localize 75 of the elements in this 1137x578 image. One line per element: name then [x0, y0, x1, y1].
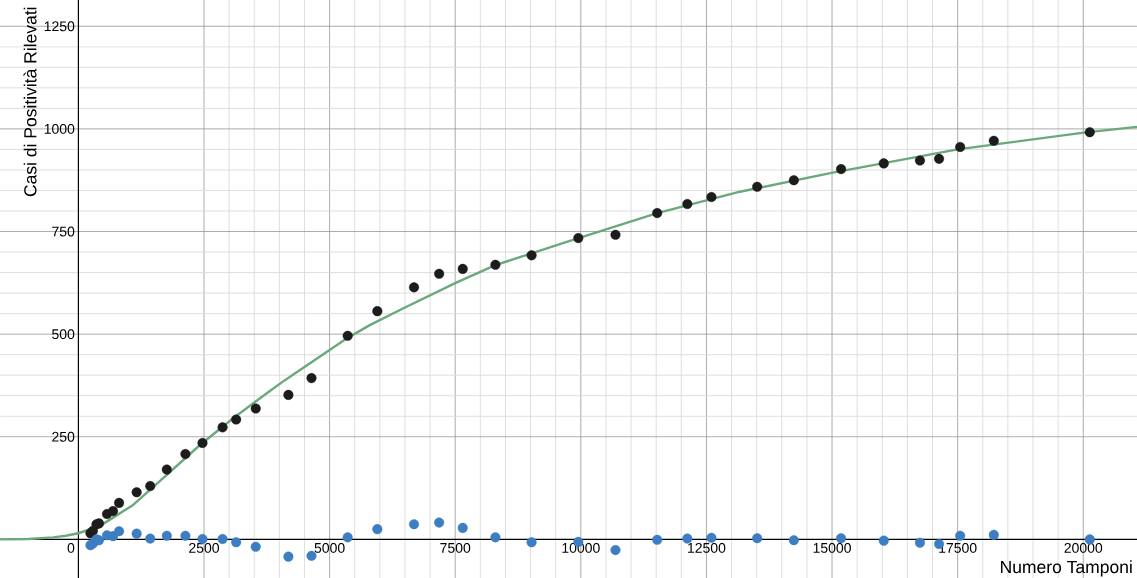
point: [231, 537, 242, 548]
point: [457, 263, 468, 274]
point: [988, 529, 999, 540]
point: [788, 175, 799, 186]
point: [306, 373, 317, 384]
point: [652, 208, 663, 219]
point: [457, 522, 468, 533]
y-tick-label: 500: [52, 329, 75, 340]
point: [836, 164, 847, 175]
point: [161, 530, 172, 541]
point: [434, 268, 445, 279]
y-tick-label: 250: [52, 431, 75, 442]
point: [934, 153, 945, 164]
y-tick-label: 750: [52, 226, 75, 237]
point: [836, 533, 847, 544]
point: [409, 519, 420, 530]
point: [197, 437, 208, 448]
y-tick-label: 1250: [44, 21, 75, 32]
x-tick-label: 20000: [1064, 542, 1103, 553]
point: [342, 330, 353, 341]
point: [180, 449, 191, 460]
point: [131, 528, 142, 539]
point: [231, 414, 242, 425]
point: [706, 192, 717, 203]
point: [250, 541, 261, 552]
point: [490, 259, 501, 270]
x-tick-label: 2500: [189, 542, 220, 553]
x-tick-label: 15000: [813, 542, 851, 553]
point: [878, 158, 889, 169]
point: [682, 533, 693, 544]
point: [283, 551, 294, 562]
point: [752, 533, 763, 544]
point: [342, 532, 353, 543]
point: [914, 537, 925, 548]
y-tick-label: 1000: [44, 123, 75, 134]
point: [145, 533, 156, 544]
point: [114, 526, 125, 537]
point: [955, 530, 966, 541]
point: [409, 282, 420, 293]
point: [752, 181, 763, 192]
point: [1084, 127, 1095, 138]
point: [878, 535, 889, 546]
point: [652, 534, 663, 545]
point: [250, 403, 261, 414]
point: [610, 229, 621, 240]
point: [372, 524, 383, 535]
y-axis-title: Casi di Positività Rilevati: [23, 7, 37, 197]
x-tick-label: 5000: [314, 542, 345, 553]
point: [706, 532, 717, 543]
x-axis-title: Numero Tamponi: [1001, 560, 1132, 577]
point: [114, 497, 125, 508]
point: [217, 534, 228, 544]
x-tick-label: 0: [67, 542, 75, 553]
point: [988, 135, 999, 146]
point: [434, 517, 445, 528]
point: [161, 464, 172, 475]
point: [145, 481, 156, 492]
point: [610, 545, 621, 556]
point: [788, 535, 799, 546]
x-tick-label: 7500: [440, 542, 471, 553]
x-tick-label: 12500: [688, 542, 726, 553]
point: [108, 506, 119, 517]
point: [573, 233, 584, 244]
point: [526, 537, 537, 548]
point: [197, 534, 208, 544]
point: [914, 155, 925, 166]
point: [180, 530, 191, 541]
point: [526, 250, 537, 261]
point: [490, 532, 501, 543]
point: [131, 487, 142, 498]
point: [217, 422, 228, 433]
point: [682, 199, 693, 210]
point: [372, 306, 383, 317]
point: [955, 141, 966, 152]
point: [283, 389, 294, 400]
